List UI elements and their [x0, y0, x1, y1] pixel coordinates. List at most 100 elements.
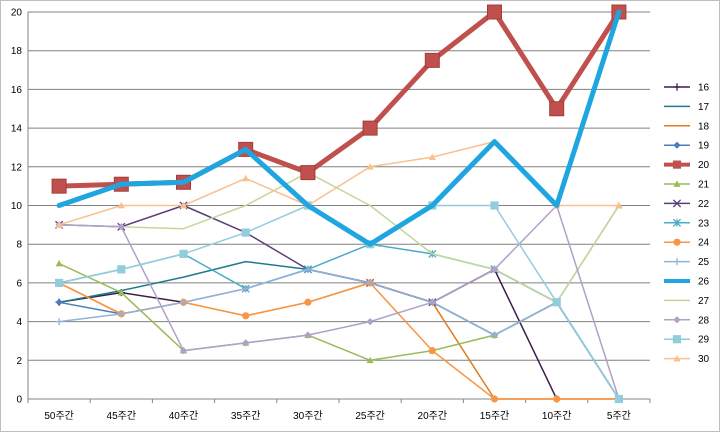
legend-label: 22 [698, 199, 710, 210]
legend-label: 19 [698, 141, 710, 152]
data-point-21 [55, 259, 63, 267]
data-point-20 [362, 120, 378, 136]
legend-marker [673, 141, 681, 149]
legend-label: 16 [698, 83, 710, 94]
data-point-29 [241, 228, 250, 237]
data-point-30 [55, 221, 63, 228]
data-point-29 [490, 201, 499, 210]
data-point-25 [366, 279, 374, 287]
x-tick-label: 30주간 [293, 410, 323, 422]
data-point-20 [487, 4, 502, 20]
data-point-24 [242, 312, 250, 320]
y-tick-label: 16 [11, 85, 23, 96]
legend-label: 30 [698, 354, 710, 365]
data-point-28 [490, 265, 499, 273]
data-point-25 [242, 285, 250, 293]
series-lines [51, 4, 627, 404]
legend-entry-23: 23 [664, 218, 710, 229]
data-point-29 [117, 265, 126, 274]
legend-label: 28 [698, 315, 710, 326]
series-28 [55, 201, 623, 403]
legend-marker [673, 258, 681, 266]
data-point-29 [552, 298, 561, 307]
y-tick-label: 12 [11, 162, 23, 173]
y-tick-label: 2 [16, 356, 22, 367]
x-tick-label: 45주간 [107, 410, 137, 422]
legend-marker [673, 180, 681, 187]
data-point-30 [179, 201, 188, 209]
data-point-20 [549, 101, 565, 117]
x-tick-label: 35주간 [231, 410, 261, 422]
legend-label: 20 [698, 160, 710, 171]
legend-label: 17 [698, 102, 710, 113]
data-point-28 [428, 298, 436, 306]
legend-marker [673, 355, 681, 362]
data-point-25 [490, 331, 499, 339]
y-tick-label: 20 [11, 8, 23, 19]
data-point-25 [55, 318, 63, 326]
data-point-28 [179, 347, 188, 355]
legend-label: 18 [698, 121, 710, 132]
data-point-19 [55, 298, 63, 306]
legend-label: 26 [698, 277, 710, 288]
legend-label: 25 [698, 257, 710, 268]
legend: 16 17 18 19 20 21 22 23 24 25 26 27 28 29 30 [664, 83, 710, 365]
data-point-29 [614, 394, 623, 404]
data-point-25 [117, 310, 125, 318]
data-point-30 [615, 201, 623, 209]
x-tick-label: 40주간 [169, 410, 199, 422]
legend-label: 24 [698, 238, 710, 249]
data-point-28 [304, 331, 312, 339]
data-point-20 [300, 165, 316, 181]
data-point-20 [424, 52, 440, 68]
data-point-29 [179, 249, 188, 258]
legend-entry-27: 27 [664, 296, 710, 307]
y-tick-label: 14 [11, 124, 23, 135]
data-point-29 [55, 278, 64, 287]
x-tick-label: 50주간 [44, 410, 74, 422]
legend-marker [673, 238, 681, 246]
legend-marker [672, 199, 682, 208]
data-point-30 [428, 153, 436, 161]
series-line-27 [58, 171, 620, 304]
legend-entry-29: 29 [664, 335, 710, 346]
data-point-24 [304, 298, 312, 306]
legend-marker [672, 218, 682, 227]
data-point-25 [304, 265, 312, 273]
x-tick-label: 5주간 [607, 410, 631, 422]
data-point-30 [117, 201, 125, 209]
data-point-24 [490, 395, 499, 403]
series-line-26 [56, 9, 622, 247]
legend-entry-19: 19 [664, 141, 710, 152]
legend-label: 29 [698, 335, 710, 346]
axes: 0 2 4 6 8 10 12 14 16 18 20 50주간 45주간 40주간 35주간 30주간 25주… [11, 8, 651, 422]
data-point-20 [51, 178, 67, 194]
x-tick-label: 10주간 [542, 410, 572, 422]
legend-marker [672, 335, 682, 344]
x-tick-label: 25주간 [355, 410, 385, 422]
legend-marker [673, 83, 681, 91]
data-point-30 [242, 174, 250, 182]
data-point-28 [366, 318, 374, 326]
data-point-21 [117, 288, 125, 296]
legend-label: 21 [698, 180, 710, 191]
legend-entry-30: 30 [664, 354, 710, 365]
y-tick-label: 18 [11, 46, 23, 57]
legend-entry-18: 18 [664, 121, 710, 132]
legend-marker [672, 160, 682, 169]
x-tick-label: 15주간 [480, 410, 510, 422]
data-point-28 [242, 339, 250, 347]
legend-entry-28: 28 [664, 315, 710, 326]
y-tick-label: 4 [16, 317, 22, 328]
legend-entry-22: 22 [664, 199, 710, 210]
legend-entry-21: 21 [664, 180, 710, 191]
legend-entry-20: 20 [664, 160, 710, 171]
legend-marker [673, 316, 681, 324]
y-tick-label: 10 [11, 201, 23, 212]
series-line-25 [58, 268, 620, 400]
y-tick-label: 6 [16, 278, 22, 289]
legend-entry-16: 16 [664, 83, 710, 94]
data-point-21 [366, 356, 374, 364]
